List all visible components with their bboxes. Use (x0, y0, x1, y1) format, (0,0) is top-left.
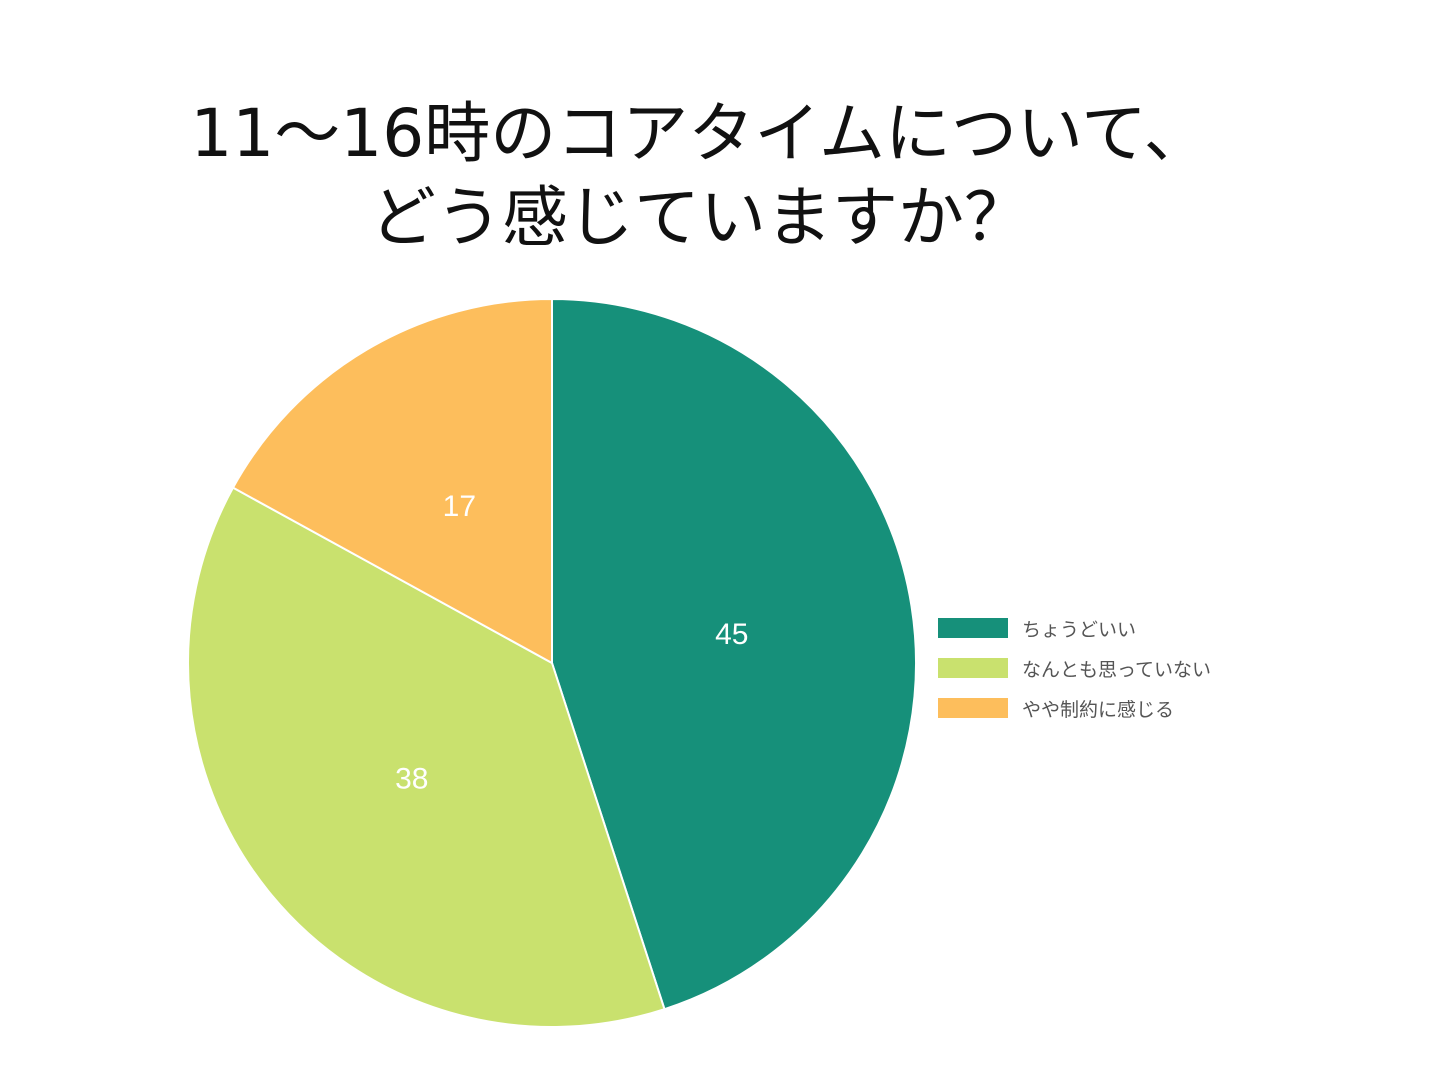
pie-slice-3 (231, 297, 553, 665)
chart-title-line-1: 11〜16時のコアタイムについて、 (190, 95, 1210, 172)
legend-swatch-2 (938, 658, 1008, 678)
legend-item-2: なんとも思っていない (938, 648, 1211, 688)
slice-value-label-2: 38 (395, 763, 428, 796)
legend-swatch-1 (938, 618, 1008, 638)
slice-value-label-3: 17 (443, 490, 476, 523)
legend-label-1: ちょうどいい (1022, 618, 1137, 641)
chart-title-line-2: どう感じていますか？ (370, 179, 1030, 256)
chart-title: 11〜16時のコアタイムについて、 どう感じていますか？ (0, 92, 1400, 260)
legend-item-3: やや制約に感じる (938, 688, 1211, 728)
slice-value-label-1: 45 (715, 618, 748, 651)
pie-slice-1 (551, 297, 917, 1011)
legend-label-3: やや制約に感じる (1022, 698, 1175, 721)
legend-swatch-3 (938, 698, 1008, 718)
legend: ちょうどいいなんとも思っていない やや制約に感じる (938, 608, 1211, 728)
pie-slice-2 (187, 486, 666, 1028)
legend-item-1: ちょうどいい (938, 608, 1211, 648)
legend-label-2: なんとも思っていない (1022, 658, 1212, 681)
